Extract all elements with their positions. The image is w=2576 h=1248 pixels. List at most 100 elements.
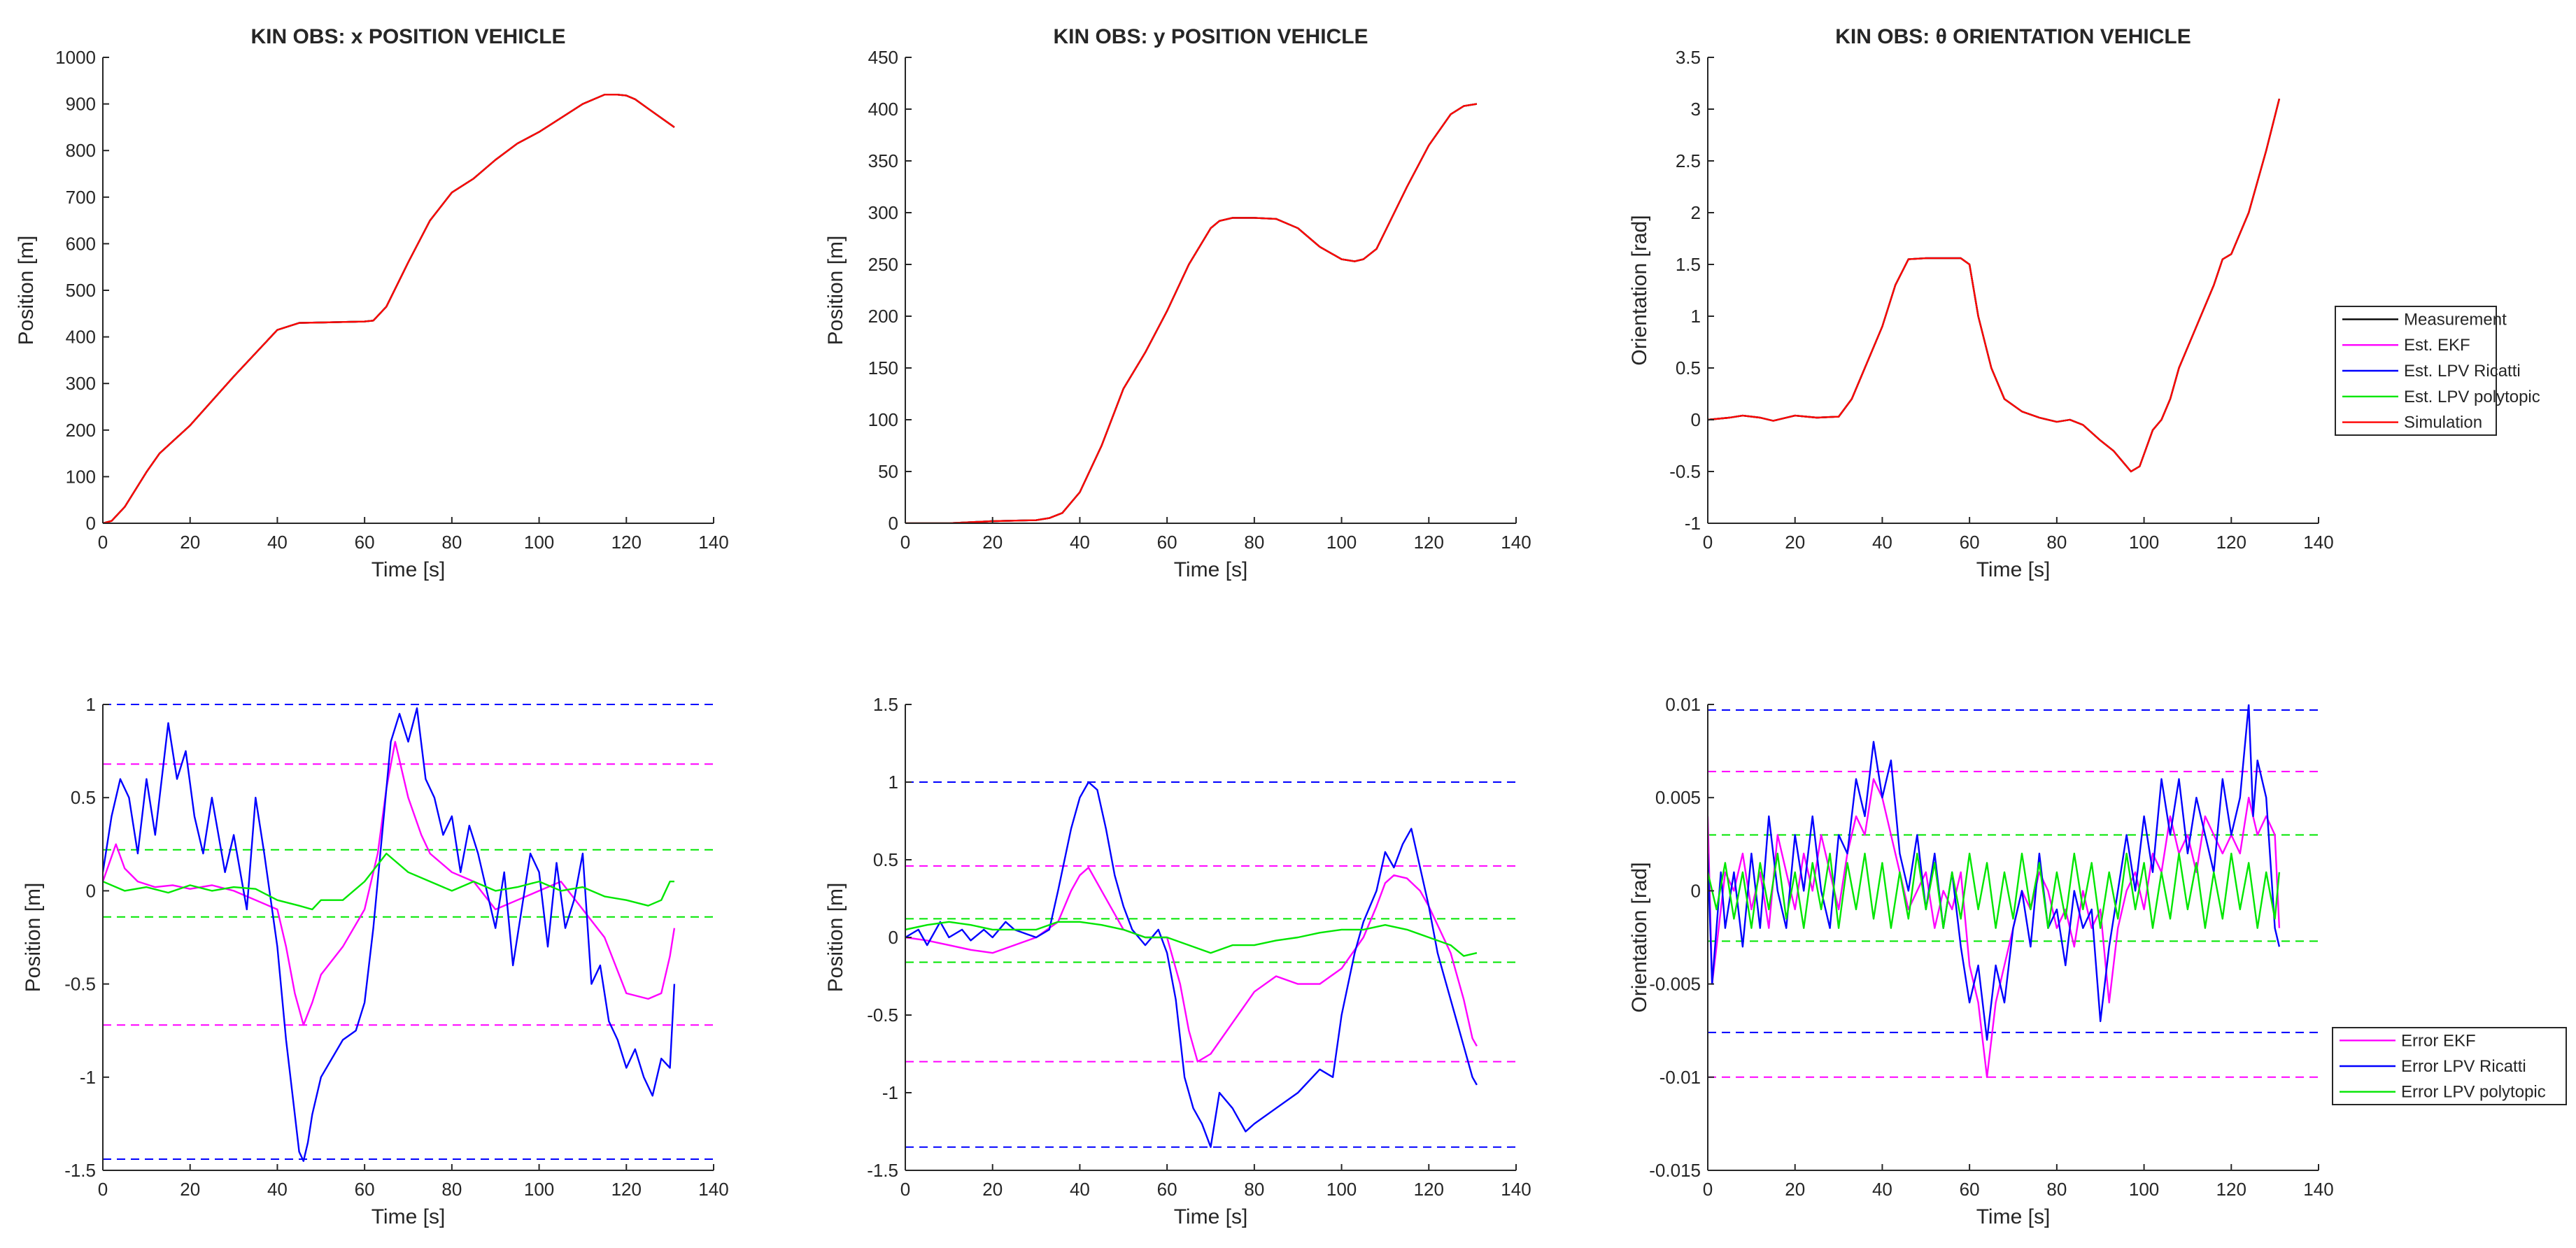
y-tick-label: -0.01	[1659, 1067, 1701, 1088]
legend: Error EKF Error LPV Ricatti Error LPV poly…	[2332, 1027, 2567, 1105]
x-axis-label: Time [s]	[1174, 558, 1248, 581]
x-tick-label: 20	[180, 532, 200, 553]
x-tick-label: 80	[2046, 532, 2067, 553]
y-tick-label: 800	[66, 140, 96, 161]
y-tick-label: 450	[868, 47, 898, 68]
y-tick-label: -0.5	[1669, 461, 1701, 482]
plot-area	[103, 57, 714, 523]
x-tick-label: 0	[900, 1179, 910, 1200]
y-tick-label: 0.01	[1665, 694, 1701, 715]
y-tick-label: 100	[66, 466, 96, 487]
chart-theta-error: 0 20 40 60 80 100 120 140 -0.015 -0.01 -0.005 0 0.00…	[1628, 694, 2567, 1228]
x-tick-label: 40	[1070, 532, 1090, 553]
x-tick-label: 100	[2129, 1179, 2159, 1200]
legend-entry-label: Est. LPV polytopic	[2404, 388, 2540, 406]
x-tick-label: 120	[611, 1179, 642, 1200]
legend-entry-label: Error LPV polytopic	[2401, 1083, 2546, 1102]
x-tick-label: 40	[1872, 532, 1892, 553]
series-line-error-lpv-ricatti	[905, 781, 1478, 1148]
y-tick-label: -1	[1685, 513, 1701, 534]
y-tick-label: 50	[878, 461, 898, 482]
x-tick-label: 100	[524, 1179, 554, 1200]
x-tick-label: 100	[1326, 532, 1357, 553]
y-tick-label: -0.005	[1649, 974, 1701, 995]
series-line-error-lpv-polytopic	[1708, 852, 2281, 929]
x-tick-label: 0	[900, 532, 910, 553]
legend: Measurement Est. EKF Est. LPV Ricatti Est. …	[2335, 306, 2540, 436]
x-tick-label: 120	[1414, 532, 1444, 553]
y-tick-label: -1	[882, 1082, 898, 1103]
x-tick-label: 140	[698, 532, 728, 553]
x-tick-label: 140	[2303, 532, 2333, 553]
y-tick-label: 100	[868, 409, 898, 430]
y-tick-label: 0	[1691, 880, 1701, 901]
y-tick-label: 0.5	[1676, 357, 1701, 378]
x-tick-label: 120	[611, 532, 642, 553]
x-tick-label: 140	[2303, 1179, 2333, 1200]
x-axis-label: Time [s]	[1976, 1205, 2051, 1228]
x-tick-label: 40	[267, 1179, 288, 1200]
y-tick-label: 200	[66, 420, 96, 441]
y-tick-label: -1	[80, 1067, 96, 1088]
x-axis-label: Time [s]	[371, 1205, 446, 1228]
x-axis-label: Time [s]	[1174, 1205, 1248, 1228]
x-tick-label: 0	[1703, 1179, 1713, 1200]
legend-entry-label: Error EKF	[2401, 1031, 2476, 1050]
y-tick-label: 350	[868, 150, 898, 171]
y-tick-label: 3	[1691, 99, 1701, 120]
legend-entry-label: Est. LPV Ricatti	[2404, 362, 2521, 381]
x-tick-label: 100	[1326, 1179, 1357, 1200]
x-tick-label: 0	[98, 1179, 108, 1200]
series-line-simulation	[103, 94, 675, 523]
y-axis-label: Position [m]	[15, 236, 38, 346]
x-tick-label: 60	[1960, 532, 1980, 553]
y-tick-label: 500	[66, 280, 96, 301]
x-tick-label: 80	[2046, 1179, 2067, 1200]
x-tick-label: 0	[98, 532, 108, 553]
y-tick-label: -1.5	[64, 1160, 96, 1181]
y-tick-label: 3.5	[1676, 47, 1701, 68]
plot-area	[1708, 57, 2319, 523]
y-tick-label: 1000	[55, 47, 96, 68]
chart-x-error: 0 20 40 60 80 100 120 140 -1.5 -1 -0.5 0 0.5 1 Time [s…	[22, 694, 729, 1228]
x-tick-label: 120	[1414, 1179, 1444, 1200]
y-axis-label: Position [m]	[22, 883, 45, 993]
y-tick-label: 0	[1691, 409, 1701, 430]
y-tick-label: 1.5	[1676, 254, 1701, 275]
chart-y-position: 0 20 40 60 80 100 120 140 0 50 100 150 200 250 300 350 4…	[824, 25, 1531, 581]
y-tick-label: -1.5	[867, 1160, 898, 1181]
y-tick-label: 400	[868, 99, 898, 120]
series-line-simulation	[1708, 98, 2281, 473]
y-tick-label: 200	[868, 306, 898, 327]
y-tick-label: 300	[868, 202, 898, 223]
y-tick-label: 0.005	[1655, 787, 1701, 808]
y-axis-label: Orientation [rad]	[1628, 862, 1651, 1012]
legend-entry-label: Error LPV Ricatti	[2401, 1057, 2526, 1076]
x-tick-label: 140	[698, 1179, 728, 1200]
y-axis-label: Position [m]	[824, 236, 847, 346]
x-tick-label: 40	[1070, 1179, 1090, 1200]
x-tick-label: 60	[1960, 1179, 1980, 1200]
y-tick-label: 400	[66, 327, 96, 348]
x-tick-label: 20	[1785, 1179, 1805, 1200]
chart-title: KIN OBS: θ ORIENTATION VEHICLE	[1835, 25, 2191, 48]
x-tick-label: 80	[441, 532, 462, 553]
x-tick-label: 20	[1785, 532, 1805, 553]
chart-x-position: 0 20 40 60 80 100 120 140 0 100 200 300 400 500 600 700…	[15, 25, 729, 581]
y-tick-label: 2	[1691, 202, 1701, 223]
y-tick-label: 1	[889, 772, 898, 793]
chart-title: KIN OBS: x POSITION VEHICLE	[250, 25, 565, 48]
chart-theta-orientation: 0 20 40 60 80 100 120 140 -1 -0.5 0 0.5 1 1.5 2 2.5 3 3.5…	[1628, 25, 2540, 581]
y-tick-label: 0	[889, 927, 898, 948]
y-tick-label: 900	[66, 94, 96, 115]
y-tick-label: 1.5	[873, 694, 898, 715]
series-line-error-ekf	[905, 866, 1478, 1063]
y-tick-label: -0.5	[64, 974, 96, 995]
y-tick-label: 2.5	[1676, 150, 1701, 171]
x-tick-label: 120	[2216, 532, 2246, 553]
y-tick-label: 600	[66, 233, 96, 254]
plot-area	[103, 704, 714, 1170]
legend-entry-label: Measurement	[2404, 310, 2507, 329]
y-tick-label: 250	[868, 254, 898, 275]
